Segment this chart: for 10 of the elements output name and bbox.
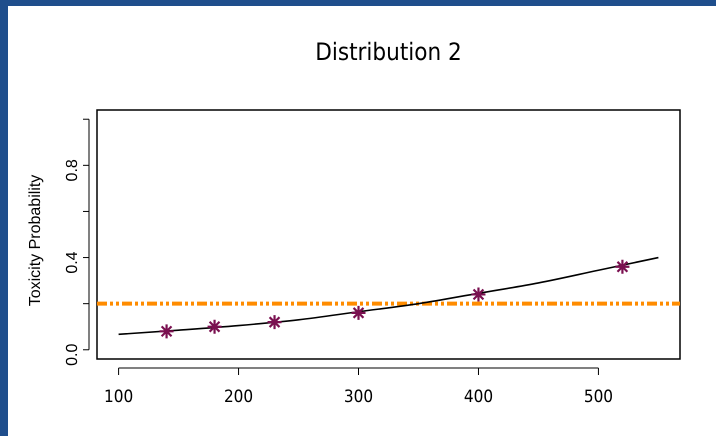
x-tick-label: 400 bbox=[464, 386, 494, 407]
x-tick-label: 300 bbox=[344, 386, 374, 407]
y-tick-label: 0.4 bbox=[64, 251, 81, 274]
y-tick-label: 0.0 bbox=[64, 344, 81, 366]
x-tick-label: 200 bbox=[224, 386, 254, 407]
x-tick-label: 100 bbox=[104, 386, 134, 407]
y-axis-title: Toxicity Probability bbox=[27, 174, 44, 306]
chart-title: Distribution 2 bbox=[315, 38, 462, 66]
x-tick-label: 500 bbox=[584, 386, 614, 407]
y-tick-label: 0.8 bbox=[64, 159, 81, 182]
